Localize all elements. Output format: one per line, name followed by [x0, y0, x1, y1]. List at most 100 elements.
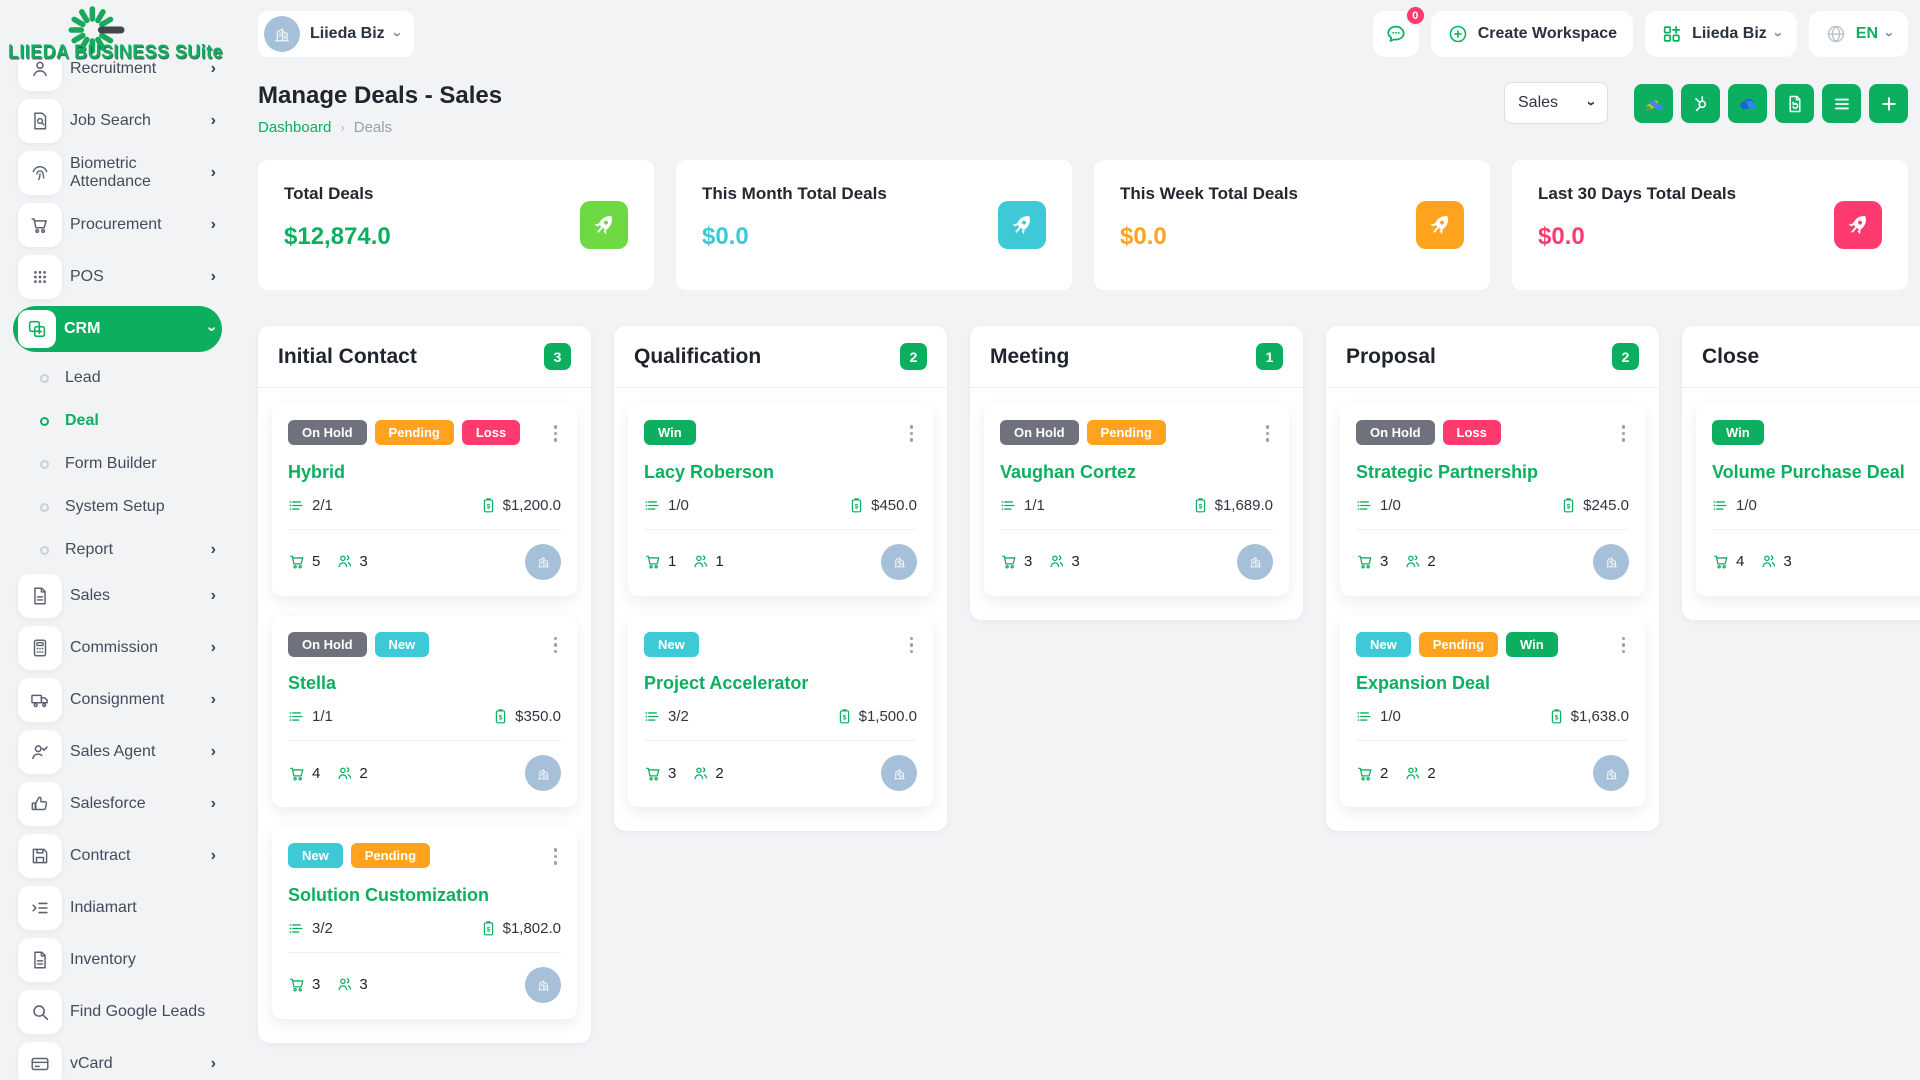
deal-card-expansion-deal[interactable]: New Pending Win Expansion Deal 1/0 $1,638.…: [1340, 615, 1645, 807]
sidebar-item-consignment[interactable]: Consignment ›: [18, 677, 224, 723]
deal-card-hybrid[interactable]: On Hold Pending Loss Hybrid 2/1 $1,200.0 5…: [272, 404, 577, 596]
sidebar-item-sales[interactable]: Sales ›: [18, 573, 224, 619]
create-workspace-button[interactable]: Create Workspace: [1430, 11, 1634, 57]
breadcrumb-dashboard[interactable]: Dashboard: [258, 119, 332, 136]
card-footer: 3 3: [1000, 543, 1273, 580]
deal-title-link[interactable]: Stella: [288, 673, 337, 693]
card-menu-button[interactable]: [550, 632, 562, 659]
chevron-right-icon: ›: [210, 743, 216, 760]
sidebar-item-recruitment[interactable]: Recruitment ›: [18, 46, 224, 92]
sidebar-item-find-google-leads[interactable]: Find Google Leads: [18, 989, 224, 1035]
avatar: [881, 755, 917, 791]
workspace-dropdown[interactable]: Liieda Biz ›: [1645, 11, 1797, 57]
card-menu-button[interactable]: [1262, 420, 1274, 447]
sidebar-item-procurement[interactable]: Procurement ›: [18, 202, 224, 248]
deal-title-link[interactable]: Vaughan Cortez: [1000, 461, 1137, 482]
sidebar-item-pos[interactable]: POS ›: [18, 254, 224, 300]
deal-amount: $245.0: [1559, 496, 1629, 515]
submenu-bullet-icon: [40, 545, 49, 555]
sidebar-item-label: Report: [65, 540, 114, 558]
cart-icon: [1356, 552, 1375, 571]
card-menu-button[interactable]: [1618, 632, 1630, 659]
tasks-value: 1/1: [1024, 496, 1045, 514]
tasks-value: 1/0: [1380, 708, 1401, 725]
deal-title-link[interactable]: Hybrid: [288, 461, 346, 482]
column-header: Proposal 2: [1326, 326, 1659, 388]
deal-amount: $1,638.0: [1547, 707, 1629, 726]
cart-icon: [1712, 552, 1731, 571]
sidebar-item-commission[interactable]: Commission ›: [18, 625, 224, 671]
sidebar-item-biometric-attendance[interactable]: Biometric Attendance ›: [18, 150, 224, 196]
workspace-pill[interactable]: Liieda Biz ›: [258, 11, 414, 57]
sidebar-item-deal[interactable]: Deal: [18, 401, 224, 441]
card-badge-row: New Pending Win: [1356, 631, 1630, 659]
sidebar-item-system-setup[interactable]: System Setup: [18, 487, 224, 527]
sidebar-item-report[interactable]: Report ›: [18, 530, 224, 570]
cart-value: 4: [1736, 553, 1745, 570]
tasks-list-icon: [1712, 496, 1731, 515]
tasks-list-icon: [288, 919, 307, 938]
card-menu-button[interactable]: [906, 632, 918, 659]
card-menu-button[interactable]: [550, 420, 562, 447]
list-view-button[interactable]: [1822, 84, 1861, 123]
deal-title-link[interactable]: Solution Customization: [288, 884, 489, 905]
users-count: 2: [1403, 552, 1436, 571]
users-icon: [335, 764, 354, 783]
card-menu-button[interactable]: [906, 420, 918, 447]
deal-card-stella[interactable]: On Hold New Stella 1/1 $350.0 4 2: [272, 615, 577, 807]
deal-card-vaughan-cortez[interactable]: On Hold Pending Vaughan Cortez 1/1 $1,689…: [984, 404, 1289, 596]
sidebar-item-indiamart[interactable]: Indiamart: [18, 885, 224, 931]
column-count-badge: 3: [544, 343, 571, 370]
deal-title-link[interactable]: Lacy Roberson: [644, 461, 775, 482]
sidebar-item-form-builder[interactable]: Form Builder: [18, 444, 224, 484]
sidebar-item-icon: [18, 255, 62, 299]
stat-info: Total Deals $12,874.0: [284, 184, 391, 266]
sidebar-item-label: Lead: [65, 368, 101, 386]
deal-card-solution-customization[interactable]: New Pending Solution Customization 3/2 $1…: [272, 827, 577, 1019]
sidebar-item-icon: [18, 203, 62, 247]
messages-button[interactable]: 0: [1372, 5, 1426, 57]
deal-card-lacy-roberson[interactable]: Win Lacy Roberson 1/0 $450.0 1 1: [628, 404, 933, 596]
deal-card-volume-purchase-deal[interactable]: Win Volume Purchase Deal 1/0 4 3: [1696, 404, 1920, 596]
deal-title-link[interactable]: Strategic Partnership: [1356, 461, 1539, 482]
pipeline-select[interactable]: Sales ›: [1504, 82, 1608, 124]
breadcrumb: Dashboard › Deals: [258, 119, 502, 136]
deal-card-strategic-partnership[interactable]: On Hold Loss Strategic Partnership 1/0 $2…: [1340, 404, 1645, 596]
card-badge-row: On Hold Pending: [1000, 420, 1273, 447]
tasks-list-icon: [1356, 496, 1375, 515]
deal-title-link[interactable]: Expansion Deal: [1356, 673, 1491, 693]
stat-card-this-month-total-deals: This Month Total Deals $0.0: [676, 160, 1072, 290]
money-icon: [1191, 496, 1210, 515]
money-icon: [479, 919, 498, 938]
google-ads-button[interactable]: [1634, 84, 1673, 123]
products-count: 3: [288, 975, 320, 994]
deal-title-link[interactable]: Project Accelerator: [644, 673, 809, 693]
sidebar-item-crm[interactable]: CRM ›: [13, 306, 222, 352]
tasks-count: 1/0: [1712, 496, 1757, 515]
tasks-list-icon: [288, 496, 307, 515]
deal-title-link[interactable]: Volume Purchase Deal: [1712, 461, 1905, 482]
cloud-import-button[interactable]: [1728, 84, 1767, 123]
card-menu-button[interactable]: [550, 843, 562, 870]
sidebar-item-sales-agent[interactable]: Sales Agent ›: [18, 729, 224, 775]
add-deal-button[interactable]: [1869, 84, 1908, 123]
sidebar-item-contract[interactable]: Contract ›: [18, 833, 224, 879]
sidebar-item-inventory[interactable]: Inventory: [18, 937, 224, 983]
tasks-count: 3/2: [288, 919, 333, 938]
sidebar-item-vcard[interactable]: vCard ›: [18, 1041, 224, 1080]
tasks-count: 2/1: [288, 496, 333, 515]
deal-amount: $350.0: [491, 707, 561, 726]
sidebar-item-lead[interactable]: Lead: [18, 358, 224, 398]
card-menu-button[interactable]: [1618, 420, 1630, 447]
sidebar-item-salesforce[interactable]: Salesforce ›: [18, 781, 224, 827]
column-header: Initial Contact 3: [258, 326, 591, 388]
deal-card-project-accelerator[interactable]: New Project Accelerator 3/2 $1,500.0 3 2: [628, 615, 933, 807]
export-file-button[interactable]: [1775, 84, 1814, 123]
sidebar-item-icon: [18, 886, 62, 930]
sidebar-item-label: Commission: [70, 638, 159, 656]
sidebar-item-job-search[interactable]: Job Search ›: [18, 98, 224, 144]
hubspot-button[interactable]: [1681, 84, 1720, 123]
language-dropdown[interactable]: EN ›: [1808, 11, 1908, 57]
avatar: [525, 755, 561, 791]
